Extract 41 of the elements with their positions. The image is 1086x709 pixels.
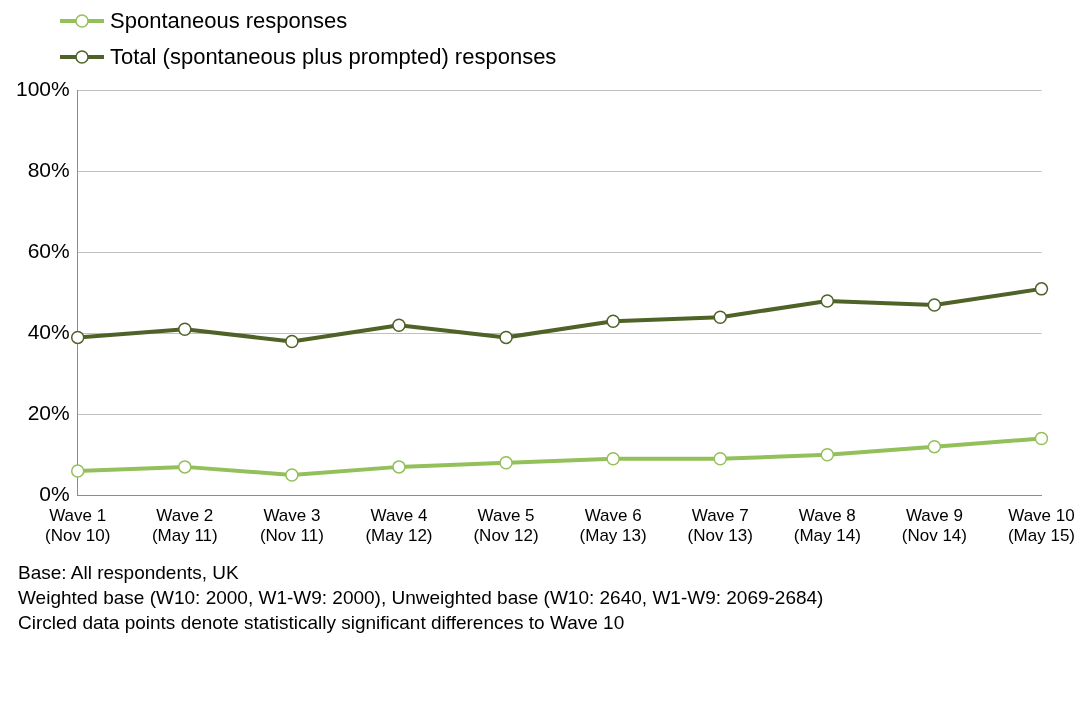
point: [499, 456, 513, 470]
x-tick-label: Wave 3 (Nov 11): [259, 506, 324, 546]
legend-label: Total (spontaneous plus prompted) responses: [110, 44, 557, 70]
point: [713, 310, 727, 324]
x-tick-label: Wave 10 (May 15): [1007, 506, 1075, 546]
x-tick-label: Wave 9 (Nov 14): [901, 506, 967, 546]
point: [927, 439, 942, 454]
x-tick-label: Wave 6 (May 13): [579, 506, 647, 546]
text: Weighted base (W10: 2000, W1-W9: 2000), Unweighted base (W10: 2640, W1-W9: 2069-2684): [18, 586, 825, 610]
point: [70, 464, 85, 478]
point: [285, 334, 299, 349]
y-tick-label: 40%: [27, 320, 70, 344]
point: [178, 460, 192, 474]
y-tick-label: 100%: [15, 77, 70, 101]
x-tick-label: Wave 1 (Nov 10): [45, 506, 111, 546]
point: [178, 322, 192, 337]
point: [1034, 431, 1049, 446]
x-tick-label: Wave 5 (Nov 12): [473, 506, 539, 546]
point: [927, 298, 942, 312]
x-tick-label: Wave 7 (Nov 13): [687, 506, 753, 546]
point: [606, 314, 620, 328]
point: [820, 447, 835, 462]
point: [499, 330, 513, 345]
point: [820, 294, 835, 308]
text: Base: All respondents, UK: [18, 561, 240, 585]
x-tick-label: Wave 4 (May 12): [365, 506, 433, 546]
y-tick-label: 0%: [39, 482, 70, 505]
x-tick-label: Wave 2 (May 11): [151, 506, 218, 546]
x-tick-label: Wave 8 (May 14): [793, 506, 861, 546]
y-tick-label: 60%: [27, 239, 70, 263]
y-tick-label: 80%: [27, 158, 70, 182]
point: [1034, 282, 1049, 296]
point: [606, 452, 620, 466]
point: [392, 318, 406, 333]
point: [70, 330, 85, 345]
point: [713, 452, 727, 466]
point: [285, 468, 299, 482]
text: Circled data points denote statistically significant differences to Wave 10: [18, 611, 626, 635]
y-tick-label: 20%: [27, 401, 70, 425]
point: [392, 460, 406, 474]
legend-label: Spontaneous responses: [110, 8, 348, 34]
